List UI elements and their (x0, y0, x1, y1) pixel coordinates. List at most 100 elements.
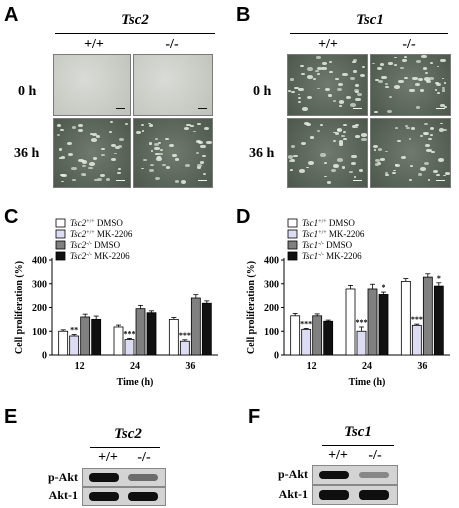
cell (336, 88, 342, 92)
cell (325, 87, 330, 91)
panel-f-blot-akt1 (312, 485, 398, 505)
cell (361, 137, 367, 141)
significance-marker: ** (70, 326, 78, 335)
bar (80, 316, 91, 356)
cell (408, 179, 412, 182)
cell (393, 169, 396, 172)
cell (361, 133, 367, 137)
cell (300, 64, 305, 68)
cell (92, 132, 98, 137)
micrograph-tsc1-ko-0h (370, 54, 451, 116)
cell (445, 172, 450, 175)
scale-bar (436, 107, 445, 109)
cell (313, 77, 316, 80)
legend-label: Tsc2-/- MK-2206 (70, 251, 130, 261)
cell (203, 173, 207, 175)
cell (59, 157, 63, 160)
bar (113, 326, 124, 356)
cell (293, 154, 298, 158)
cell (97, 177, 102, 181)
cell (158, 153, 163, 156)
panel-e-gene-label: Tsc2 (114, 426, 142, 442)
cell (375, 163, 379, 166)
cell (341, 134, 346, 138)
cell (354, 88, 360, 92)
band (359, 472, 389, 478)
cell (307, 95, 312, 99)
legend-swatch (287, 229, 298, 239)
cell (353, 175, 357, 178)
legend-label: Tsc1-/- MK-2206 (302, 251, 362, 261)
cell (148, 142, 153, 145)
cell (356, 93, 362, 97)
cell (81, 160, 88, 164)
cell (337, 158, 343, 162)
cell (143, 158, 148, 162)
bar (433, 285, 444, 356)
cell (415, 83, 421, 87)
bar (168, 318, 179, 356)
significance-marker: * (382, 283, 386, 292)
scale-bar (353, 107, 362, 109)
cell (400, 66, 404, 70)
cell (342, 137, 347, 141)
cell (301, 72, 305, 75)
cell (439, 58, 446, 63)
legend-swatch (287, 251, 298, 261)
micrograph-tsc2-wt-36h (53, 118, 131, 188)
panel-e-blot-label-akt1: Akt-1 (48, 488, 78, 502)
band (128, 474, 158, 481)
cell (88, 166, 93, 170)
cell (374, 158, 381, 163)
band (359, 490, 389, 500)
panel-b-genotype-wt: +/+ (318, 37, 338, 52)
cell (409, 165, 414, 168)
cell (389, 96, 393, 99)
cell (342, 72, 348, 77)
cell (72, 126, 77, 129)
x-tick-label: 12 (75, 361, 85, 372)
cell (354, 126, 358, 129)
cell (400, 155, 407, 159)
cell (358, 168, 364, 172)
cell (324, 175, 327, 178)
bar (190, 297, 201, 356)
legend-swatch (287, 240, 298, 250)
cell (110, 144, 116, 148)
cell (437, 92, 441, 95)
cell (429, 133, 433, 136)
y-axis-label: Cell proliferation (%) (246, 261, 257, 354)
cell (435, 81, 440, 85)
panel-a-genotype-wt: +/+ (84, 37, 104, 52)
cell (417, 172, 423, 176)
cell (419, 134, 424, 137)
cell (426, 149, 432, 153)
cell (376, 161, 382, 165)
panel-b-row-0h: 0 h (253, 84, 272, 99)
cell (332, 100, 337, 103)
cell (105, 178, 111, 182)
cell (384, 82, 389, 86)
cell (148, 122, 152, 125)
y-tick-label: 300 (32, 279, 47, 290)
cell (441, 89, 446, 92)
cell (58, 148, 63, 151)
y-tick-label: 400 (32, 256, 47, 267)
bar (422, 276, 433, 356)
bar (323, 320, 334, 356)
cell (196, 163, 202, 167)
cell (148, 123, 153, 127)
cell (326, 181, 331, 184)
cell (294, 86, 299, 90)
cell (349, 103, 356, 107)
band (89, 473, 119, 482)
cell (117, 168, 122, 171)
cell (78, 158, 84, 162)
cell (352, 60, 357, 64)
cell (297, 93, 301, 96)
bar (367, 288, 378, 356)
significance-marker: *** (179, 331, 191, 340)
cell (423, 131, 430, 136)
cell (351, 154, 357, 159)
